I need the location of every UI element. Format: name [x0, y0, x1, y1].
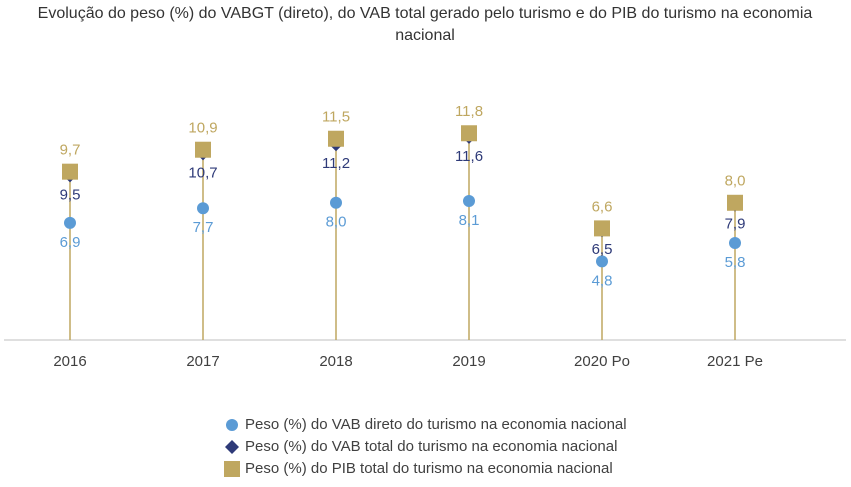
square	[594, 220, 610, 237]
data-label: 8,0	[326, 214, 347, 231]
data-label: 11,2	[322, 155, 350, 172]
data-label: 6,5	[592, 241, 613, 258]
data-label: 6,9	[60, 234, 81, 251]
x-tick-label: 2019	[452, 353, 485, 370]
dot	[463, 194, 475, 207]
data-label: 8,1	[459, 212, 480, 229]
square	[195, 141, 211, 158]
dot	[330, 196, 342, 209]
dot	[64, 216, 76, 229]
data-label: 10,9	[188, 120, 217, 137]
x-tick-label: 2018	[319, 353, 352, 370]
chart-title: Evolução do peso (%) do VABGT (direto), …	[38, 5, 813, 22]
square	[328, 130, 344, 147]
data-label: 7,9	[725, 216, 746, 233]
legend-marker	[224, 461, 240, 477]
data-label: 4,8	[592, 272, 613, 289]
data-label: 9,7	[60, 142, 81, 159]
legend-marker	[225, 440, 239, 454]
legend-label: Peso (%) do VAB direto do turismo na eco…	[245, 416, 627, 433]
legend-marker	[226, 419, 238, 431]
square	[461, 125, 477, 142]
legend-label: Peso (%) do PIB total do turismo na econ…	[245, 460, 613, 477]
data-label: 8,0	[725, 173, 746, 190]
legend-label: Peso (%) do VAB total do turismo na econ…	[245, 438, 617, 455]
square	[727, 194, 743, 211]
x-tick-label: 2016	[53, 353, 86, 370]
data-label: 7,7	[193, 219, 214, 236]
dot	[596, 255, 608, 268]
x-tick-label: 2021 Pe	[707, 353, 763, 370]
data-label: 6,6	[592, 198, 613, 215]
data-label: 11,5	[322, 109, 350, 126]
data-label: 11,6	[455, 148, 483, 165]
data-label: 11,8	[455, 103, 483, 120]
x-tick-label: 2017	[186, 353, 219, 370]
dot	[197, 202, 209, 215]
square	[62, 163, 78, 180]
data-label: 10,7	[188, 164, 217, 181]
dot	[729, 237, 741, 250]
chart-title: nacional	[395, 27, 455, 44]
x-tick-label: 2020 Po	[574, 353, 630, 370]
data-label: 9,5	[60, 186, 81, 203]
data-label: 5,8	[725, 254, 746, 271]
